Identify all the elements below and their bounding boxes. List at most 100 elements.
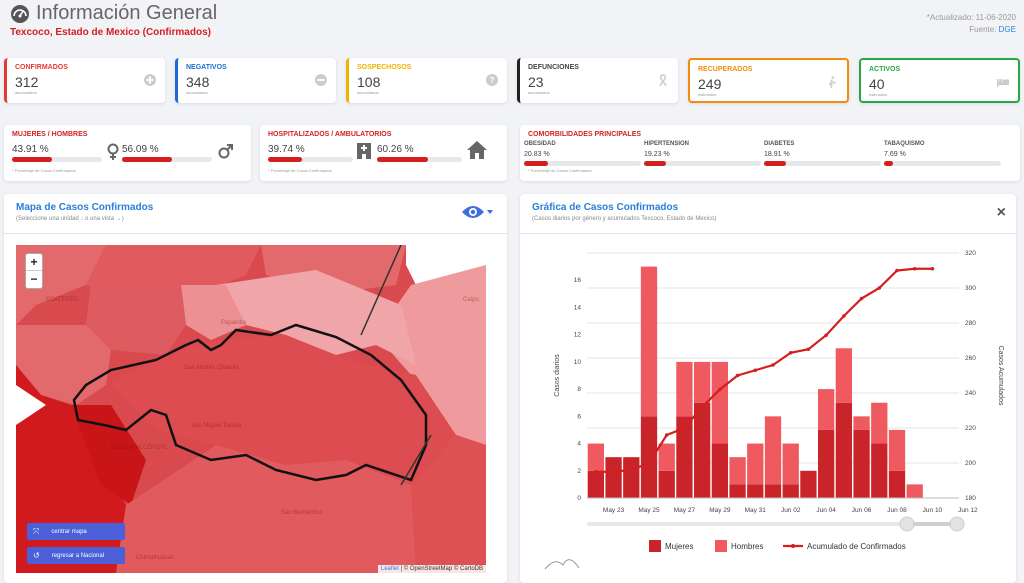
range-slider-handle-left[interactable] xyxy=(899,516,915,532)
ribbon-icon xyxy=(659,74,667,86)
choropleth-map[interactable] xyxy=(16,245,486,573)
bed-icon xyxy=(997,79,1009,87)
ambulatory-value: 60.26 % xyxy=(377,144,414,155)
plus-circle-icon xyxy=(144,74,156,86)
legend-swatch xyxy=(649,540,661,552)
range-slider-handle-right[interactable] xyxy=(949,516,965,532)
chart-panel-header: Gráfica de Casos Confirmados (Casos diar… xyxy=(520,194,1016,234)
map-attribution: Leaflet | © OpenStreetMap © CartoDB xyxy=(377,565,486,573)
stat-sub: estimados xyxy=(869,92,888,97)
bar-mujeres xyxy=(888,470,906,498)
comorbidity-name: OBESIDAD xyxy=(524,141,556,147)
close-button[interactable]: × xyxy=(996,204,1006,221)
y-left-tick: 10 xyxy=(574,359,582,366)
title-text: Información General xyxy=(36,2,218,24)
map-label: ECATEPEC xyxy=(46,297,78,303)
bar-hombres xyxy=(871,402,888,444)
point-acumulado xyxy=(788,350,793,355)
bar-mujeres xyxy=(817,429,835,498)
stat-sub: acumulados xyxy=(357,90,379,95)
comorbidity-value: 20.83 % xyxy=(524,151,550,158)
center-map-button[interactable]: ⤧ centrar mapa xyxy=(27,523,125,540)
map-canvas[interactable]: ECATEPEC Calpu Papalotla San Andrés Chia… xyxy=(16,245,486,573)
stat-label: ACTIVOS xyxy=(869,66,901,73)
bar-mujeres xyxy=(729,484,746,498)
y-right-tick: 200 xyxy=(965,460,976,467)
stat-card-confirmados: CONFIRMADOS 312 acumulados xyxy=(4,58,165,103)
y-axis-right-label: Casos Acumulados xyxy=(997,346,1004,406)
zoom-in-button[interactable]: + xyxy=(26,254,42,271)
point-acumulado xyxy=(877,286,882,290)
undo-icon: ↺ xyxy=(33,551,40,560)
stat-label: CONFIRMADOS xyxy=(15,64,68,71)
comorbidity-bar xyxy=(644,161,761,166)
x-tick: May 29 xyxy=(709,507,731,514)
legend-label: Hombres xyxy=(731,542,763,551)
bar-mujeres xyxy=(853,429,870,498)
y-left-tick: 16 xyxy=(574,277,582,284)
question-circle-icon: ? xyxy=(486,74,498,86)
comorbidity-bar xyxy=(764,161,881,166)
map-label: San Bernardino xyxy=(281,510,323,516)
map-panel-title: Mapa de Casos Confirmados xyxy=(16,202,154,213)
return-national-button[interactable]: ↺ regresar a Nacional xyxy=(27,547,125,564)
map-label: NEZAHUALCÓYOTL xyxy=(111,445,168,451)
eye-icon xyxy=(462,206,484,218)
bar-mujeres xyxy=(800,470,817,498)
source-link[interactable]: DGE xyxy=(998,25,1016,34)
y-right-tick: 240 xyxy=(965,390,976,397)
gender-title: MUJERES / HOMBRES xyxy=(12,131,88,138)
bar-hombres xyxy=(853,416,870,430)
comorbidity-bar xyxy=(524,161,641,166)
hospitalized-bar xyxy=(268,157,353,162)
comorb-title: COMORBILIDADES PRINCIPALES xyxy=(528,131,642,138)
point-acumulado xyxy=(718,387,722,392)
map-label: Chimalhuacán xyxy=(136,555,175,561)
men-value: 56.09 % xyxy=(122,144,159,155)
x-tick: Jun 10 xyxy=(923,507,943,514)
minus-circle-icon xyxy=(315,74,327,86)
line-acumulado xyxy=(595,267,933,473)
point-acumulado xyxy=(753,368,758,373)
chart-panel: Gráfica de Casos Confirmados (Casos diar… xyxy=(520,194,1016,583)
bar-mujeres xyxy=(782,484,799,498)
stat-value: 40 xyxy=(869,76,885,92)
point-acumulado xyxy=(930,266,935,271)
hospitalized-value: 39.74 % xyxy=(268,144,305,155)
stat-value: 312 xyxy=(15,74,39,90)
hosp-note: * Porcentaje de Casos Confirmados xyxy=(268,168,332,173)
y-right-tick: 320 xyxy=(965,250,976,257)
point-acumulado xyxy=(682,426,687,430)
y-left-tick: 14 xyxy=(574,304,582,311)
attribution-text: | © OpenStreetMap © CartoDB xyxy=(400,566,483,572)
hospitalization-card: HOSPITALIZADOS / AMBULATORIOS 39.74 % 60… xyxy=(260,125,507,181)
point-acumulado xyxy=(895,268,899,273)
x-tick: May 27 xyxy=(674,507,696,514)
point-acumulado xyxy=(806,347,811,352)
zoom-out-button[interactable]: − xyxy=(30,272,38,286)
view-dropdown[interactable] xyxy=(461,204,493,220)
legend-swatch xyxy=(715,540,727,552)
x-tick: Jun 06 xyxy=(852,507,872,514)
y-right-tick: 280 xyxy=(965,320,976,327)
x-tick: Jun 04 xyxy=(816,507,836,514)
bar-hombres xyxy=(587,443,605,471)
leaflet-link[interactable]: Leaflet xyxy=(380,566,399,572)
stat-card-activos: ACTIVOS 40 estimados xyxy=(859,58,1020,103)
point-acumulado xyxy=(771,363,775,367)
range-slider-selection xyxy=(901,522,959,526)
source-label: Fuente: xyxy=(969,25,997,34)
point-acumulado xyxy=(842,314,846,318)
crosshair-icon: ⤧ xyxy=(33,526,40,536)
comorbidities-card: COMORBILIDADES PRINCIPALES OBESIDAD 20.83… xyxy=(520,125,1020,181)
dashboard-gauge-icon xyxy=(11,4,29,23)
stat-value: 249 xyxy=(698,76,722,92)
center-map-label: centrar mapa xyxy=(51,528,87,535)
house-icon xyxy=(467,141,487,159)
y-left-tick: 2 xyxy=(577,468,581,475)
female-icon xyxy=(107,143,119,160)
bar-mujeres xyxy=(711,443,729,498)
bar-hombres xyxy=(747,443,764,485)
y-left-tick: 8 xyxy=(577,386,581,393)
bar-mujeres xyxy=(640,416,658,498)
